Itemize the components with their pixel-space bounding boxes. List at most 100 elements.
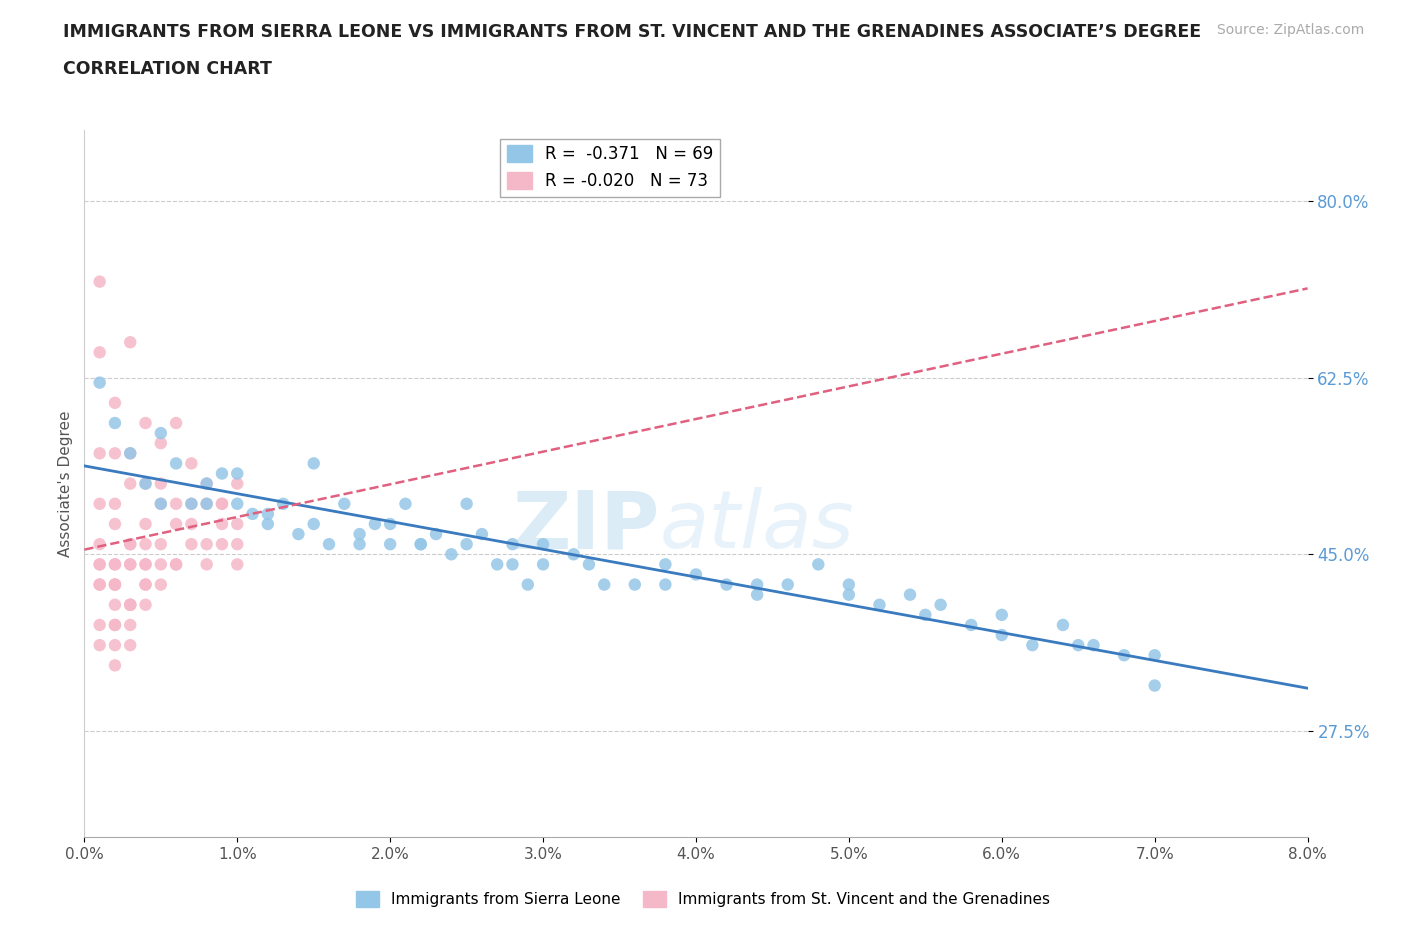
Point [195,497,218,512]
Point [165,416,187,431]
Point [869,597,891,612]
Point [1114,648,1136,663]
Point [135,476,157,491]
Point [120,445,142,460]
Point [104,638,127,653]
Point [149,476,172,491]
Point [531,537,554,551]
Point [149,426,172,441]
Point [287,526,309,541]
Text: CORRELATION CHART: CORRELATION CHART [63,60,273,78]
Point [1067,638,1090,653]
Text: atlas: atlas [659,487,853,565]
Point [104,416,127,431]
Point [333,497,356,512]
Point [135,578,157,592]
Point [165,516,187,531]
Point [1021,638,1043,653]
Point [120,597,142,612]
Point [211,516,233,531]
Text: IMMIGRANTS FROM SIERRA LEONE VS IMMIGRANTS FROM ST. VINCENT AND THE GRENADINES A: IMMIGRANTS FROM SIERRA LEONE VS IMMIGRAN… [63,23,1201,41]
Point [104,395,127,410]
Point [807,557,830,572]
Point [149,578,172,592]
Point [716,578,738,592]
Point [149,497,172,512]
Point [120,557,142,572]
Point [104,557,127,572]
Point [135,557,157,572]
Point [89,497,111,512]
Point [165,557,187,572]
Point [89,578,111,592]
Point [135,416,157,431]
Point [135,476,157,491]
Point [149,537,172,551]
Point [104,557,127,572]
Point [180,497,202,512]
Point [89,618,111,632]
Point [456,537,478,551]
Point [89,445,111,460]
Point [1143,678,1166,693]
Point [531,557,554,572]
Point [195,476,218,491]
Point [180,497,202,512]
Point [747,578,769,592]
Point [654,578,676,592]
Point [89,557,111,572]
Point [302,456,325,471]
Point [120,597,142,612]
Legend: R =  -0.371   N = 69, R = -0.020   N = 73: R = -0.371 N = 69, R = -0.020 N = 73 [501,139,720,196]
Point [898,587,921,602]
Point [991,607,1014,622]
Point [120,445,142,460]
Point [409,537,432,551]
Point [271,497,294,512]
Point [104,516,127,531]
Legend: Immigrants from Sierra Leone, Immigrants from St. Vincent and the Grenadines: Immigrants from Sierra Leone, Immigrants… [350,884,1056,913]
Point [1052,618,1074,632]
Point [165,557,187,572]
Point [104,578,127,592]
Point [211,497,233,512]
Point [89,638,111,653]
Point [562,547,585,562]
Point [226,466,249,481]
Point [914,607,936,622]
Point [195,497,218,512]
Point [425,526,447,541]
Point [456,497,478,512]
Point [226,476,249,491]
Point [89,537,111,551]
Point [838,587,860,602]
Point [104,618,127,632]
Point [226,557,249,572]
Point [226,516,249,531]
Point [120,537,142,551]
Point [471,526,494,541]
Point [135,537,157,551]
Point [578,557,600,572]
Point [226,537,249,551]
Text: ZIP: ZIP [512,487,659,565]
Point [180,516,202,531]
Point [960,618,983,632]
Point [838,578,860,592]
Point [135,597,157,612]
Point [302,516,325,531]
Point [104,497,127,512]
Point [685,567,707,582]
Point [195,476,218,491]
Point [349,526,371,541]
Point [195,537,218,551]
Point [380,537,402,551]
Point [120,537,142,551]
Point [394,497,416,512]
Point [120,335,142,350]
Point [89,578,111,592]
Point [149,436,172,451]
Point [929,597,952,612]
Point [135,557,157,572]
Point [120,557,142,572]
